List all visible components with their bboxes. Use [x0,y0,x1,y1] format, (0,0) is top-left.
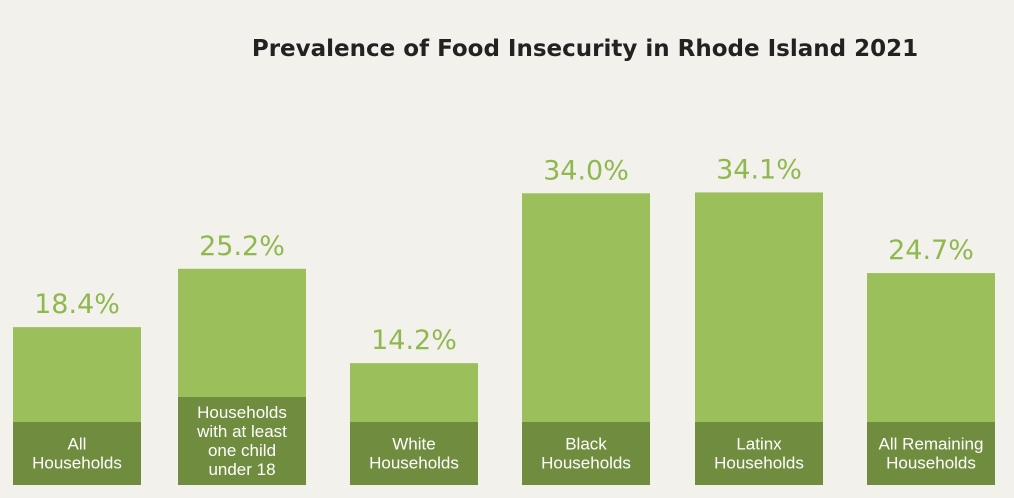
category-label-1-1: with at least [196,422,287,441]
category-label-5-0: All Remaining [879,435,984,454]
value-label-1: 25.2% [199,231,285,262]
category-band-5 [867,422,995,485]
value-label-4: 34.1% [716,154,802,185]
category-label-1-0: Households [197,403,287,422]
category-label-5-1: Households [886,454,976,473]
category-band-2 [350,422,478,485]
category-label-3-1: Households [541,454,631,473]
category-band-0 [13,422,141,485]
category-label-3-0: Black [565,435,607,454]
value-label-5: 24.7% [888,235,974,266]
value-label-0: 18.4% [34,289,120,320]
category-label-1-3: under 18 [208,460,275,479]
category-band-3 [522,422,650,485]
category-band-4 [695,422,823,485]
category-label-4-0: Latinx [736,435,782,454]
value-label-3: 34.0% [543,155,629,186]
category-label-1-2: one child [208,441,276,460]
category-label-2-1: Households [369,454,459,473]
category-band-1 [178,397,306,485]
category-label-2-0: White [392,435,435,454]
category-label-0-1: Households [32,454,122,473]
category-label-0-0: All [68,435,87,454]
value-label-2: 14.2% [371,325,457,356]
category-label-4-1: Households [714,454,804,473]
chart-title: Prevalence of Food Insecurity in Rhode I… [252,36,918,62]
